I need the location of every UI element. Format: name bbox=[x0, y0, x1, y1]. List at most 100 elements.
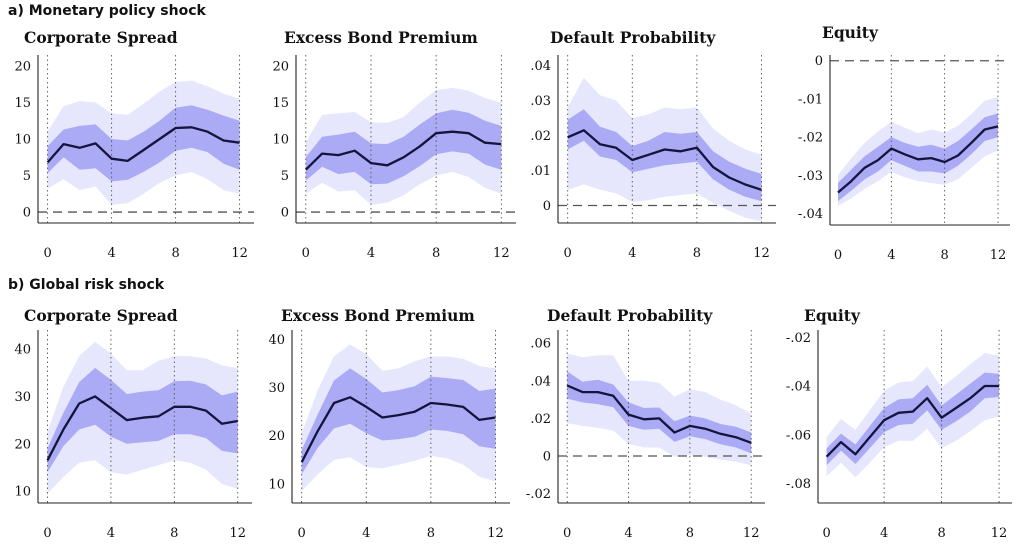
y-tick-label: 0 bbox=[543, 449, 551, 464]
x-tick-label: 4 bbox=[362, 526, 370, 541]
median-response-line bbox=[825, 384, 1000, 458]
y-tick-label: 20 bbox=[272, 59, 289, 74]
y-tick-label: 20 bbox=[268, 429, 285, 444]
x-tick-label: 4 bbox=[107, 246, 115, 261]
y-tick-label: 5 bbox=[281, 169, 289, 184]
y-tick-label: 10 bbox=[14, 133, 31, 148]
x-tick-label: 12 bbox=[990, 248, 1007, 263]
panel-monetary-excess-bond-premium: Excess Bond Premium 0 5 10 15 20 0 4 8 12 bbox=[272, 28, 516, 261]
x-tick-label: 8 bbox=[432, 246, 440, 261]
y-tick-label: .03 bbox=[530, 94, 551, 109]
x-tick-label: 0 bbox=[43, 246, 51, 261]
panel-title: Corporate Spread bbox=[24, 28, 178, 47]
y-tick-label: 0 bbox=[281, 206, 289, 221]
x-tick-label: 0 bbox=[563, 526, 571, 541]
median-response-line bbox=[46, 395, 238, 461]
x-tick-label: 8 bbox=[686, 526, 694, 541]
y-tick-label: .02 bbox=[530, 129, 551, 144]
x-tick-label: 12 bbox=[493, 246, 510, 261]
x-tick-label: 0 bbox=[822, 526, 830, 541]
x-tick-label: 12 bbox=[231, 246, 248, 261]
x-tick-label: 0 bbox=[43, 526, 51, 541]
y-tick-label: 20 bbox=[14, 437, 31, 452]
median-response-line bbox=[300, 396, 496, 463]
x-tick-label: 0 bbox=[564, 246, 572, 261]
y-tick-label: -.03 bbox=[798, 169, 823, 184]
median-response-line bbox=[566, 384, 752, 444]
x-tick-label: 0 bbox=[302, 246, 310, 261]
panel-monetary-default-probability: Default Probability 0 .01 .02 .03 .04 0 4 8 12 bbox=[530, 28, 776, 261]
x-tick-label: 8 bbox=[941, 248, 949, 263]
inner-confidence-band bbox=[301, 368, 496, 475]
y-tick-label: 15 bbox=[14, 96, 31, 111]
median-response-line bbox=[837, 125, 999, 194]
y-tick-label: .06 bbox=[530, 337, 551, 352]
y-tick-label: 0 bbox=[23, 206, 31, 221]
x-tick-label: 8 bbox=[937, 526, 945, 541]
y-tick-label: 10 bbox=[272, 133, 289, 148]
inner-confidence-band bbox=[826, 372, 1000, 466]
x-tick-label: 4 bbox=[880, 526, 888, 541]
y-tick-label: 40 bbox=[14, 342, 31, 357]
panel-global-risk-excess-bond-premium: Excess Bond Premium 10 20 30 40 0 4 8 12 bbox=[268, 306, 510, 541]
median-response-line bbox=[304, 130, 502, 171]
inner-confidence-band bbox=[567, 371, 752, 454]
x-tick-label: 4 bbox=[624, 526, 632, 541]
x-tick-label: 12 bbox=[991, 526, 1008, 541]
y-tick-label: -.06 bbox=[786, 428, 811, 443]
y-tick-label: 30 bbox=[14, 390, 31, 405]
y-tick-label: 0 bbox=[815, 54, 823, 69]
panel-global-risk-corporate-spread: Corporate Spread 10 20 30 40 0 4 8 12 bbox=[14, 306, 252, 541]
panel-title: Corporate Spread bbox=[24, 306, 178, 325]
y-tick-label: 10 bbox=[268, 477, 285, 492]
y-tick-label: .04 bbox=[530, 374, 551, 389]
y-tick-label: .02 bbox=[530, 412, 551, 427]
y-tick-label: -.04 bbox=[786, 380, 811, 395]
x-tick-label: 4 bbox=[107, 526, 115, 541]
section-title-global-risk: b) Global risk shock bbox=[8, 277, 165, 293]
panel-global-risk-equity: Equity -.08 -.06 -.04 -.02 0 4 8 12 bbox=[786, 306, 1012, 541]
panel-title: Equity bbox=[822, 23, 879, 42]
panel-title: Excess Bond Premium bbox=[284, 28, 478, 47]
x-tick-label: 4 bbox=[367, 246, 375, 261]
y-tick-label: -.02 bbox=[786, 331, 811, 346]
panel-title: Default Probability bbox=[547, 306, 713, 325]
panel-title: Default Probability bbox=[550, 28, 716, 47]
section-title-monetary: a) Monetary policy shock bbox=[8, 3, 207, 19]
y-tick-label: -.08 bbox=[786, 477, 811, 492]
x-tick-label: 8 bbox=[171, 246, 179, 261]
x-tick-label: 8 bbox=[693, 246, 701, 261]
panel-global-risk-default-probability: Default Probability -.02 0 .02 .04 .06 0 4 8 12 bbox=[526, 306, 765, 541]
x-tick-label: 12 bbox=[487, 526, 504, 541]
y-tick-label: 0 bbox=[543, 199, 551, 214]
y-tick-label: .01 bbox=[530, 164, 551, 179]
inner-confidence-band bbox=[47, 105, 240, 182]
x-tick-label: 12 bbox=[229, 526, 246, 541]
x-tick-label: 12 bbox=[743, 526, 760, 541]
median-response-line bbox=[46, 126, 240, 164]
x-tick-label: 8 bbox=[427, 526, 435, 541]
y-tick-label: -.01 bbox=[798, 92, 823, 107]
y-tick-label: 5 bbox=[23, 169, 31, 184]
x-tick-label: 0 bbox=[834, 248, 842, 263]
y-tick-label: 20 bbox=[14, 59, 31, 74]
panel-title: Excess Bond Premium bbox=[281, 306, 475, 325]
inner-confidence-band bbox=[838, 113, 998, 202]
inner-confidence-band bbox=[47, 367, 238, 473]
y-tick-label: -.02 bbox=[798, 131, 823, 146]
inner-confidence-band bbox=[567, 109, 762, 202]
inner-confidence-band bbox=[305, 109, 502, 185]
y-tick-label: .04 bbox=[530, 59, 551, 74]
y-tick-label: 30 bbox=[268, 381, 285, 396]
y-tick-label: 15 bbox=[272, 96, 289, 111]
x-tick-label: 0 bbox=[298, 526, 306, 541]
y-tick-label: -.04 bbox=[798, 207, 823, 222]
x-tick-label: 4 bbox=[628, 246, 636, 261]
x-tick-label: 12 bbox=[753, 246, 770, 261]
panel-monetary-equity: Equity -.04 -.03 -.02 -.01 0 0 4 8 12 bbox=[798, 23, 1010, 263]
panel-title: Equity bbox=[804, 306, 861, 325]
y-tick-label: 40 bbox=[268, 333, 285, 348]
median-response-line bbox=[567, 129, 762, 191]
y-tick-label: -.02 bbox=[526, 487, 551, 502]
